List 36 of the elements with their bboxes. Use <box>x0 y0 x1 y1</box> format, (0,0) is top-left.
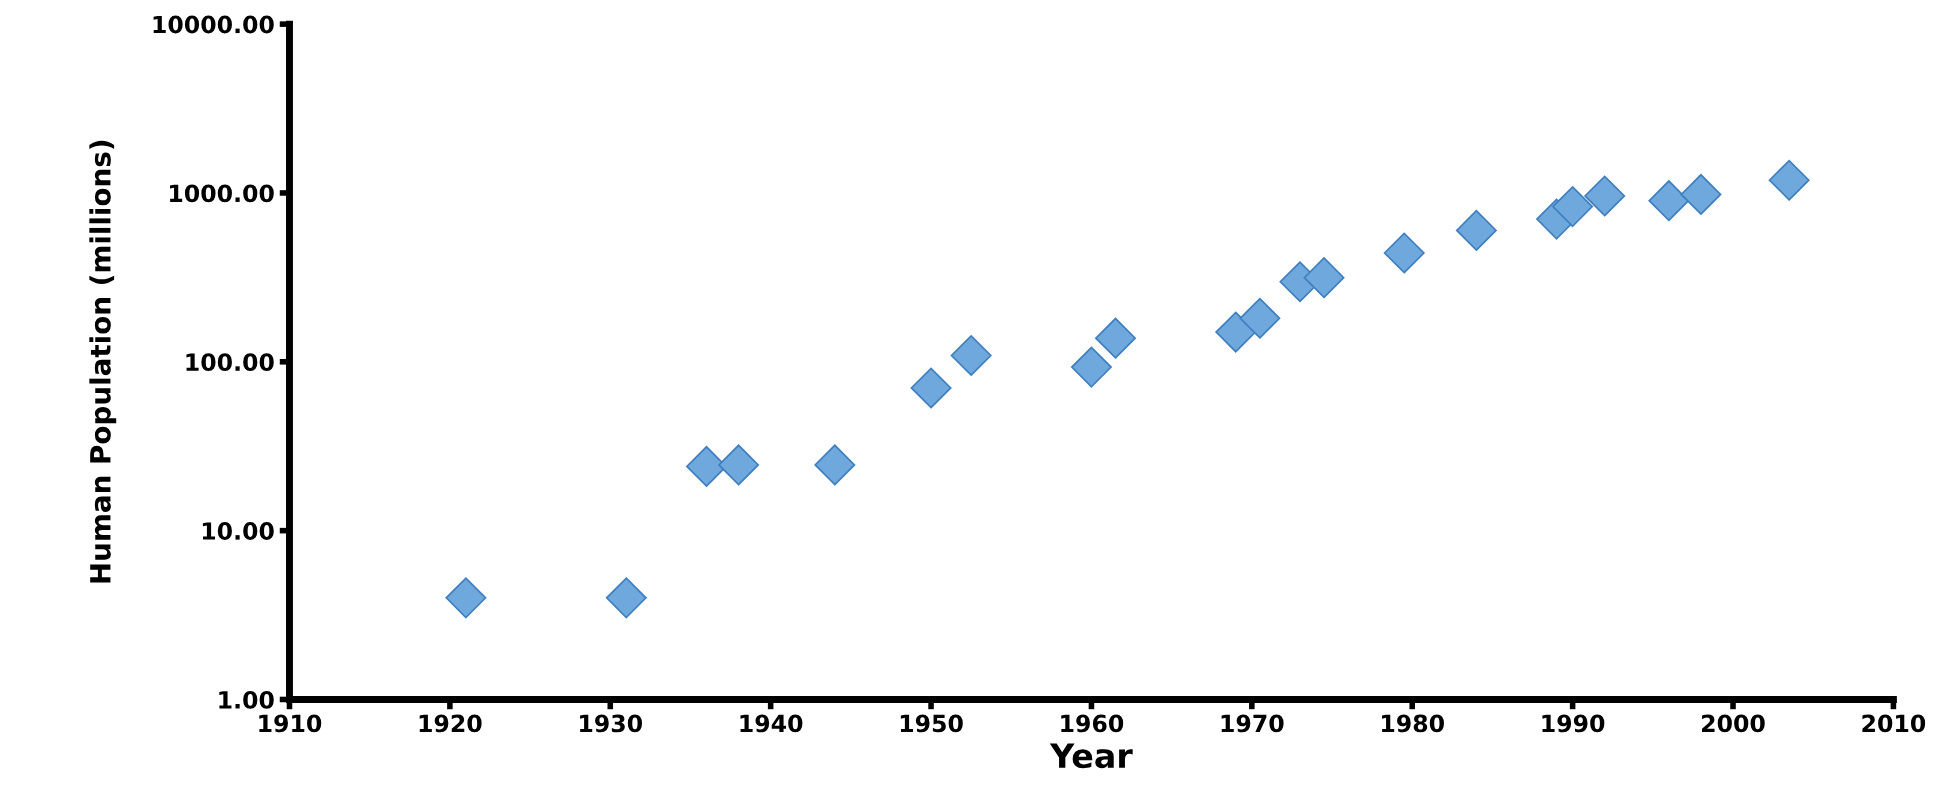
x-tick-label: 1970 <box>1221 714 1284 733</box>
y-tick-label: 1000.00 <box>170 184 274 203</box>
y-tick-label: 10000.00 <box>153 15 274 34</box>
x-tick-label: 1990 <box>1542 714 1605 733</box>
point <box>1680 173 1722 215</box>
y-tick-label: 100.00 <box>186 353 274 372</box>
x-tick-label: 1980 <box>1382 714 1444 733</box>
x-tick-label: 1950 <box>900 714 963 733</box>
point <box>1070 346 1112 388</box>
x-tick-label: 2000 <box>1702 714 1765 733</box>
x-axis-title: Year <box>1049 743 1133 769</box>
point <box>1648 180 1690 222</box>
point <box>910 367 952 409</box>
x-tick-label: 2010 <box>1862 714 1926 733</box>
x-tick-label: 1960 <box>1061 714 1124 733</box>
point <box>1552 186 1594 228</box>
y-axis-title: Human Population (millions) <box>89 140 117 583</box>
x-tick-label: 1920 <box>419 714 482 733</box>
x-tick-label: 1940 <box>740 714 803 733</box>
point <box>1768 159 1810 201</box>
x-tick-label: 1930 <box>580 714 642 733</box>
y-tick-label: 10.00 <box>202 522 274 540</box>
point <box>1239 297 1281 339</box>
point <box>1455 209 1497 251</box>
point <box>445 577 487 619</box>
y-tick-label: 1.00 <box>219 690 274 709</box>
point <box>605 577 647 619</box>
point <box>1095 317 1136 359</box>
point <box>1215 311 1257 353</box>
point <box>950 335 992 376</box>
x-tick-label: 1910 <box>259 714 322 733</box>
point <box>718 444 760 486</box>
point <box>1584 175 1626 217</box>
point <box>1303 257 1345 299</box>
point <box>814 444 856 486</box>
point <box>1383 232 1425 274</box>
